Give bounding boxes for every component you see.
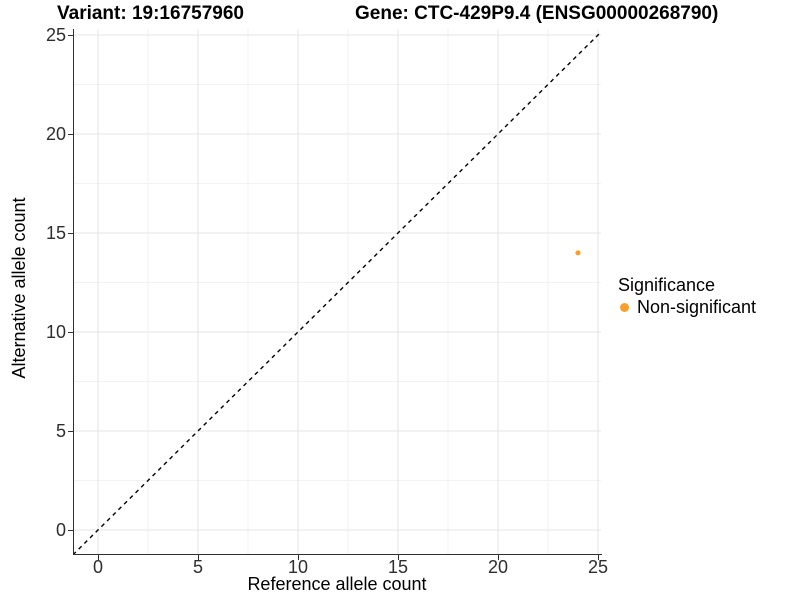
x-tick-mark — [97, 555, 99, 560]
legend: Significance Non-significant — [618, 274, 756, 318]
scatter-plot-canvas — [73, 29, 601, 555]
x-axis-line — [73, 554, 602, 555]
x-tick-label: 20 — [487, 557, 509, 577]
y-axis-line — [73, 29, 74, 555]
plot-panel — [73, 29, 601, 555]
x-tick-mark — [197, 555, 199, 560]
x-tick-label: 10 — [287, 557, 309, 577]
y-tick-mark — [68, 529, 73, 531]
y-tick-label: 10 — [45, 322, 66, 342]
x-tick-label: 5 — [192, 557, 203, 577]
y-tick-mark — [68, 430, 73, 432]
legend-items: Non-significant — [618, 296, 756, 318]
data-point — [575, 250, 581, 256]
legend-dot-icon — [620, 302, 629, 312]
y-tick-mark — [68, 331, 73, 333]
y-axis-label: Alternative allele count — [9, 197, 29, 379]
y-tick-mark — [68, 232, 73, 234]
plot-title-variant: Variant: 19:16757960 — [57, 3, 244, 24]
legend-title: Significance — [618, 275, 716, 295]
x-tick-label: 25 — [587, 557, 609, 577]
legend-item: Non-significant — [618, 296, 756, 318]
y-tick-label: 25 — [45, 25, 66, 45]
y-tick-label: 15 — [45, 223, 66, 243]
y-tick-label: 20 — [45, 124, 66, 144]
x-tick-label: 0 — [92, 557, 103, 577]
y-tick-mark — [68, 133, 73, 135]
x-tick-mark — [297, 555, 299, 560]
x-axis-label: Reference allele count — [247, 574, 427, 594]
x-tick-mark — [597, 555, 599, 560]
identity-dashed-line — [73, 31, 601, 555]
plot-title-gene: Gene: CTC-429P9.4 (ENSG00000268790) — [355, 3, 719, 24]
legend-item-label: Non-significant — [637, 297, 757, 317]
x-tick-mark — [497, 555, 499, 560]
x-tick-mark — [397, 555, 399, 560]
x-tick-label: 15 — [387, 557, 409, 577]
y-tick-mark — [68, 34, 73, 36]
y-tick-label: 5 — [55, 421, 66, 441]
y-tick-label: 0 — [55, 520, 66, 540]
